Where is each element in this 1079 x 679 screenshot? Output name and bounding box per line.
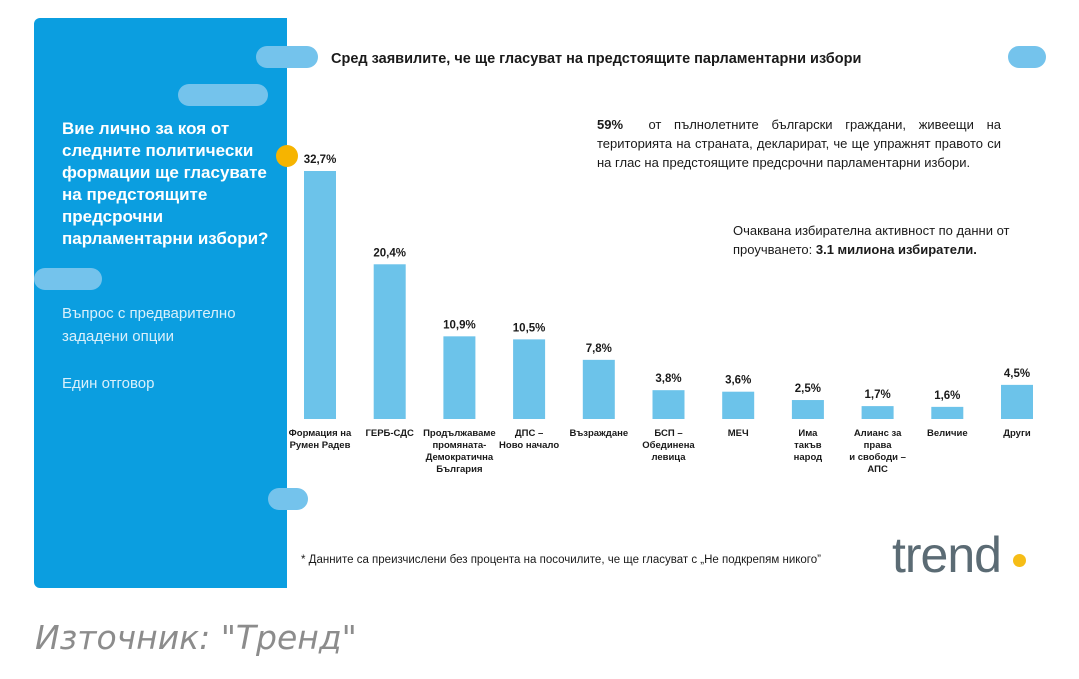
- highlight-dot: [276, 145, 298, 167]
- activity-text: Очаквана избирателна активност по данни …: [733, 223, 1010, 257]
- turnout-pct: 59%: [597, 117, 624, 132]
- turnout-note: 59% от пълнолетните български граждани, …: [597, 115, 1001, 172]
- decor-pill: [268, 488, 308, 510]
- value-label: 4,5%: [1004, 368, 1030, 380]
- question-panel: [34, 18, 287, 588]
- category-label: Формация на: [289, 428, 352, 439]
- category-label: и свободи –: [849, 452, 906, 463]
- chart-title: Сред заявилите, че ще гласуват на предст…: [331, 51, 862, 67]
- value-label: 10,9%: [443, 319, 476, 331]
- value-label: 2,5%: [795, 383, 821, 395]
- value-label: 3,6%: [725, 375, 751, 387]
- category-label: промяната-: [432, 440, 486, 451]
- category-label: левица: [651, 452, 686, 463]
- turnout-text: от пълнолетните български граждани, живе…: [597, 117, 1001, 170]
- activity-value: 3.1 милиона избиратели.: [815, 242, 977, 257]
- bar-5: [652, 390, 685, 419]
- value-label: 10,5%: [513, 322, 546, 334]
- category-label: Възраждане: [569, 428, 628, 439]
- footnote: * Данните са преизчислени без процента н…: [301, 554, 821, 566]
- bar-9: [931, 406, 964, 419]
- answer-type: Един отговор: [62, 375, 155, 392]
- category-label: България: [436, 464, 482, 475]
- category-label: права: [864, 440, 893, 451]
- decor-pill: [34, 268, 102, 290]
- category-label: Величие: [927, 428, 968, 439]
- value-label: 1,7%: [864, 389, 890, 401]
- activity-note: Очаквана избирателна активност по данни …: [733, 221, 1013, 259]
- bar-10: [1001, 384, 1033, 419]
- category-label: Има: [798, 428, 818, 439]
- bar-0: [304, 171, 336, 419]
- value-label: 20,4%: [373, 247, 406, 259]
- category-label: БСП –: [654, 428, 682, 439]
- category-label: народ: [794, 452, 823, 463]
- bar-1: [373, 264, 406, 419]
- category-label: Обединена: [642, 440, 695, 451]
- trend-logo: trend: [892, 527, 1002, 583]
- bar-3: [513, 339, 546, 419]
- source-caption: Източник: "Тренд": [35, 618, 357, 657]
- category-label: Ново начало: [499, 440, 559, 451]
- bar-4: [582, 359, 615, 419]
- question-type: Въпрос с предварително зададени опции: [62, 305, 236, 345]
- bar-2: [443, 336, 476, 419]
- category-label: ГЕРБ-СДС: [365, 428, 414, 439]
- category-label: Румен Радев: [290, 440, 351, 451]
- decor-pill: [178, 84, 268, 106]
- category-label: ДПС –: [515, 428, 543, 439]
- value-label: 7,8%: [586, 343, 612, 355]
- category-label: АПС: [867, 464, 888, 475]
- decor-pill: [1008, 46, 1046, 68]
- bar-6: [722, 391, 755, 419]
- value-label: 32,7%: [304, 154, 337, 166]
- decor-pill: [256, 46, 318, 68]
- value-label: 3,8%: [655, 373, 681, 385]
- value-label: 1,6%: [934, 390, 960, 402]
- category-label: МЕЧ: [728, 428, 749, 439]
- logo-dot-icon: [1013, 554, 1026, 567]
- category-label: Алианс за: [854, 428, 902, 439]
- bar-7: [791, 400, 824, 419]
- survey-question: Вие лично за коя от следните политически…: [62, 119, 269, 248]
- bar-8: [861, 406, 894, 419]
- category-label: Други: [1003, 428, 1031, 439]
- category-label: такъв: [794, 440, 822, 451]
- category-label: Демократична: [426, 452, 494, 463]
- category-label: Продължаваме: [423, 428, 496, 439]
